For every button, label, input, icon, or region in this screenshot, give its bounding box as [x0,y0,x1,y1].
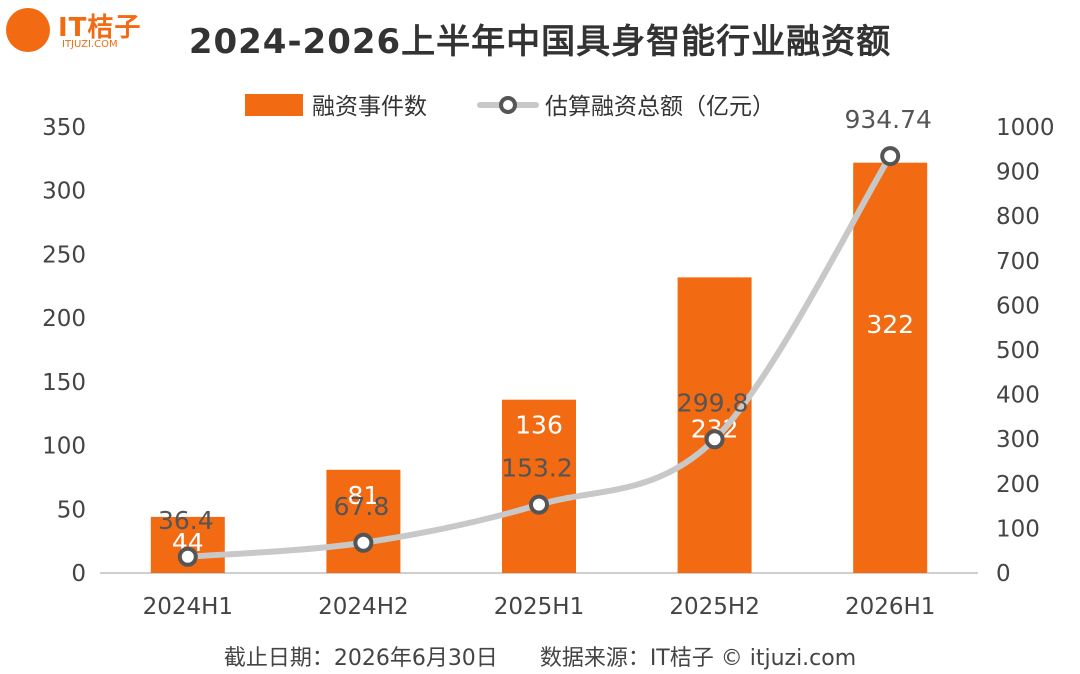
x-tick-label: 2025H1 [494,594,584,620]
orange-logo-icon [6,8,50,52]
line-point [353,532,374,553]
y-right-tick-label: 800 [996,204,1040,230]
bar-value-label: 136 [515,411,563,440]
x-tick-label: 2024H1 [143,594,233,620]
line-point [177,546,198,567]
y-left-tick-label: 200 [42,306,86,332]
series-line [184,153,894,560]
x-tick-label: 2026H1 [845,594,935,620]
legend-bar-swatch [245,94,303,116]
y-right-tick-label: 600 [996,293,1040,319]
line-value-label: 36.4 [158,506,214,535]
bar-value-label: 81 [347,481,379,510]
legend-line-marker [499,96,517,114]
y-right-tick-label: 700 [996,249,1040,275]
line-point [529,494,549,515]
line-value-label: 934.74 [844,105,931,134]
line-series: 36.4 67.8 153.2 299.8 934.74 [158,105,932,567]
legend-bar-label: 融资事件数 [312,94,427,120]
line-value-label: 153.2 [501,454,573,483]
brand-name: IT桔子 [58,13,142,43]
y-right-tick-label: 100 [996,516,1040,542]
y-axis-right: 0 100 200 300 400 500 600 700 800 900 1000 [996,115,1055,587]
y-left-tick-label: 0 [71,561,86,587]
y-right-tick-label: 400 [996,383,1040,409]
bar [326,469,401,573]
y-axis-left: 0 50 100 150 200 250 300 350 [42,115,86,587]
y-left-tick-label: 50 [57,497,86,523]
chart-title: 2024-2026上半年中国具身智能行业融资额 [188,22,892,62]
line-point [704,429,725,450]
y-left-tick-label: 300 [42,179,86,205]
y-right-tick-label: 1000 [996,115,1055,141]
x-axis: 2024H1 2024H2 2025H1 2025H2 2026H1 [143,594,936,620]
brand-url: ITJUZI.COM [62,39,118,50]
line-value-label: 299.8 [677,388,749,417]
line-value-label: 67.8 [334,492,390,521]
legend-line-label: 估算融资总额（亿元） [545,94,775,120]
y-right-tick-label: 500 [996,338,1040,364]
y-left-tick-label: 150 [42,370,86,396]
x-tick-label: 2025H2 [669,594,759,620]
bar [677,277,752,573]
y-right-tick-label: 0 [996,561,1011,587]
line-point [880,146,901,167]
x-tick-label: 2024H2 [318,594,408,620]
legend: 融资事件数 估算融资总额（亿元） [245,94,775,120]
brand-logo: IT桔子 ITJUZI.COM [0,0,150,60]
y-right-tick-label: 900 [996,160,1040,186]
y-right-tick-label: 300 [996,427,1040,453]
bar-value-label: 322 [866,310,914,339]
y-left-tick-label: 250 [42,242,86,268]
y-right-tick-label: 200 [996,472,1040,498]
bar [853,162,928,573]
data-source: 数据来源：IT桔子 © itjuzi.com [539,646,857,671]
footer: 截止日期：2026年6月30日 数据来源：IT桔子 © itjuzi.com [0,640,1080,672]
bar [502,399,576,573]
cutoff-date: 截止日期：2026年6月30日 [223,646,498,671]
y-left-tick-label: 350 [42,115,86,141]
y-left-tick-label: 100 [42,434,86,460]
